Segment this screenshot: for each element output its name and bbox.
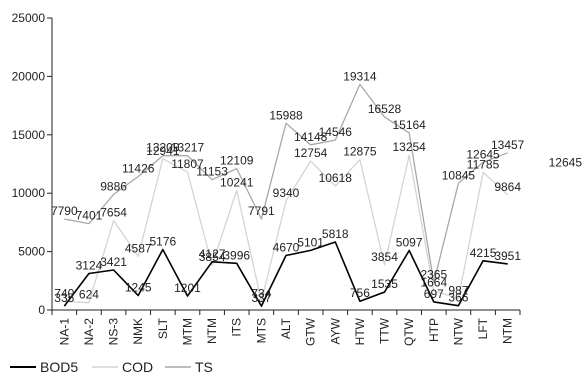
data-label-ts: 13457 [491, 138, 525, 152]
data-label-cod: 1664 [420, 276, 447, 290]
data-label-bod5: 3996 [223, 248, 250, 262]
x-tick-label: ALT [279, 317, 293, 339]
y-tick-label: 10000 [12, 186, 46, 200]
data-label-cod: 987 [448, 283, 468, 297]
data-label-bod5: 337 [251, 291, 271, 305]
data-label-bod5: 1201 [174, 281, 201, 295]
x-tick-label: NTM [205, 318, 219, 344]
x-tick-label: HTW [353, 317, 367, 345]
series-line-ts [64, 83, 508, 284]
data-label-ts: 7401 [76, 209, 103, 223]
x-tick-label: NA-2 [82, 318, 96, 346]
x-tick-label: NS-3 [107, 318, 121, 346]
x-tick-label: NTM [501, 318, 515, 344]
data-label-cod: 7654 [100, 206, 127, 220]
data-label-cod: 12754 [294, 146, 328, 160]
data-label-ts: 9886 [100, 180, 127, 194]
legend-label-cod: COD [122, 359, 153, 375]
data-label-cod: 10241 [220, 175, 254, 189]
data-label-ts: 16528 [368, 102, 402, 116]
data-label-ts: 12109 [220, 154, 254, 168]
x-tick-label: NTW [451, 317, 465, 345]
data-label-bod5: 3421 [100, 255, 127, 269]
y-tick-label: 0 [38, 303, 45, 317]
y-tick-label: 15000 [12, 128, 46, 142]
data-label-cod: 13254 [392, 140, 426, 154]
data-label-cod: 12875 [343, 145, 377, 159]
x-tick-label: ITS [230, 318, 244, 337]
data-label-bod5: 1535 [371, 277, 398, 291]
series-line-bod5 [63, 241, 508, 307]
data-label-cod: 3854 [199, 250, 226, 264]
x-tick-label: MTM [180, 318, 194, 345]
series-lines [63, 83, 509, 307]
data-label-bod5: 4215 [470, 246, 497, 260]
data-label-bod5: 5101 [297, 235, 324, 249]
y-tick-label: 5000 [18, 245, 45, 259]
x-tick-label: MTS [254, 318, 268, 343]
data-label-bod5: 4127 [199, 247, 226, 261]
data-label-cod: 3854 [371, 250, 398, 264]
x-tick-label: NA-1 [57, 318, 71, 346]
x-tick-label: SLT [156, 317, 170, 339]
legend-label-ts: TS [195, 359, 213, 375]
data-label-bod5: 5176 [149, 235, 176, 249]
data-label-bod5: 697 [424, 287, 444, 301]
data-label-cod: 9864 [494, 180, 521, 194]
x-tick-label: GTW [304, 317, 318, 346]
data-label-bod5: 366 [448, 291, 468, 305]
data-label-ts: 13209 [146, 141, 180, 155]
data-label-cod: 11785 [467, 157, 500, 171]
data-label-ts: 13217 [171, 141, 205, 155]
data-label-bod5: 756 [350, 286, 370, 300]
data-label-cod: 10618 [319, 171, 353, 185]
data-label-ts: 11426 [122, 162, 155, 176]
data-label-bod5: 5818 [322, 227, 349, 241]
data-label-ts: 2365 [420, 267, 447, 281]
data-label-ts: 15164 [392, 118, 426, 132]
series-line-cod [64, 154, 509, 304]
data-label-bod5: 1245 [125, 280, 152, 294]
data-label-bod5: 4670 [273, 240, 300, 254]
data-label-ts: 7791 [248, 204, 275, 218]
data-label-cod: 12941 [146, 144, 180, 158]
legend: BOD5 COD TS [10, 359, 213, 375]
data-label-bod5: 3124 [76, 259, 103, 273]
axes: 0 5000 10000 15000 20000 25000 NA-1 NA-2 NS-3 NMK… [12, 11, 521, 346]
legend-label-bod5: BOD5 [40, 359, 78, 375]
data-label-cod: 624 [79, 288, 99, 302]
data-label-ts: 10845 [442, 168, 476, 182]
y-tick-label: 25000 [12, 11, 46, 25]
data-label-cod: 4587 [125, 241, 152, 255]
x-tick-label: QTW [402, 317, 416, 346]
data-label-bod5: 335 [54, 291, 74, 305]
data-label-cod: 740 [54, 286, 74, 300]
data-label-cod: 734 [251, 286, 271, 300]
data-label-cod: 9340 [273, 186, 300, 200]
data-label-cod: 11807 [171, 157, 204, 171]
data-label-bod5: 3951 [494, 249, 521, 263]
data-label-ts: 7790 [51, 204, 78, 218]
x-tick-label: AYW [328, 317, 342, 344]
data-label-ts: 12645 [466, 147, 500, 161]
x-tick-label: NMK [131, 318, 145, 345]
data-label-ts: 14148 [294, 130, 328, 144]
stray-data-label: 12645 [549, 155, 583, 169]
x-tick-label: TTW [378, 317, 392, 344]
x-tick-label: HTP [427, 318, 441, 342]
data-label-ts: 11153 [196, 165, 228, 179]
data-label-ts: 15988 [269, 108, 303, 122]
data-label-ts: 19314 [343, 69, 377, 83]
data-label-ts: 14546 [319, 125, 353, 139]
y-tick-label: 20000 [12, 69, 46, 83]
x-tick-label: LFT [476, 317, 490, 339]
data-label-bod5: 5097 [396, 235, 423, 249]
